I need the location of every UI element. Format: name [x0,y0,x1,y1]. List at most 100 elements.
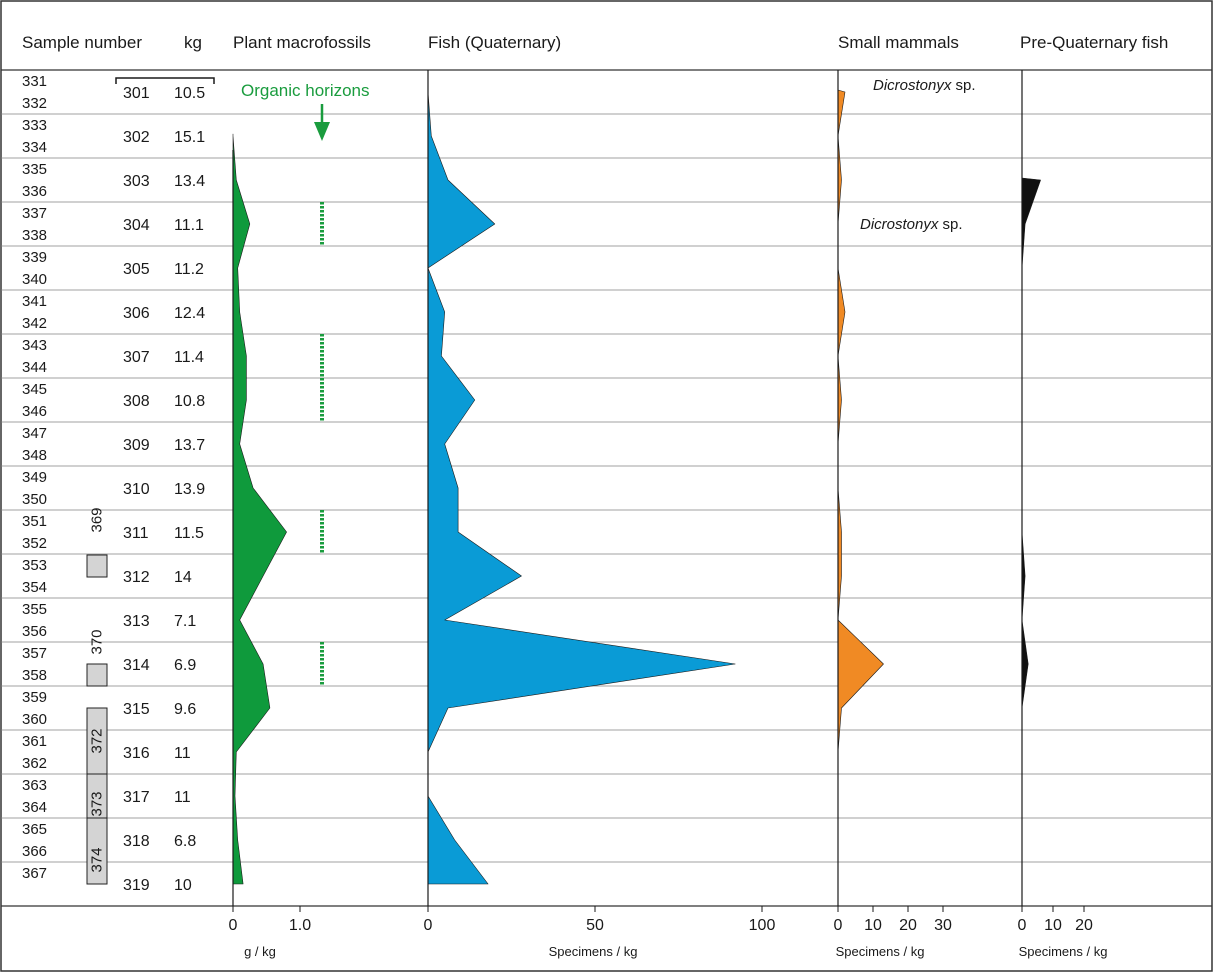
sample-id-label: 307 [123,349,150,366]
column-headers: Sample number kg Plant macrofossils Fish… [22,33,1168,52]
header-pre-quaternary-fish: Pre-Quaternary fish [1020,33,1168,52]
sample-number-label: 332 [22,95,47,112]
sample-id-label: 308 [123,393,150,410]
core-box [86,554,108,578]
sample-id-label: 303 [123,173,150,190]
sample-kg-label: 13.4 [174,173,205,190]
sample-kg-label: 15.1 [174,129,205,146]
axis-tick-label-mammals: 20 [899,917,917,934]
organic-horizons: Organic horizons [241,81,370,686]
axis-unit-fish: Specimens / kg [549,944,638,959]
sample-number-label: 348 [22,447,47,464]
row-gridlines [1,113,1212,863]
sample-kg-label: 10.5 [174,85,205,102]
curve-baselines [232,70,1023,906]
sample-id-label: 305 [123,261,150,278]
core-box [86,817,108,885]
sample-kg-label: 13.7 [174,437,205,454]
sample-id-label: 301 [123,85,150,102]
dicrostonyx-annotation: Dicrostonyx sp. [873,77,976,94]
sample-id-label: 314 [123,657,150,674]
sample-kg-label: 11 [174,789,191,806]
sample-kg-label: 14 [174,569,192,586]
axis-tick-label-mammals: 0 [834,917,843,934]
sample-number-label: 338 [22,227,47,244]
sample-number-label: 342 [22,315,47,332]
sample-number-label: 367 [22,865,47,882]
sample-number-label: 364 [22,799,47,816]
axis-tick-label-prefish: 20 [1075,917,1093,934]
sample-number-label: 347 [22,425,47,442]
sample-number-label: 357 [22,645,47,662]
sample-kg-label: 9.6 [174,701,196,718]
annotations: Dicrostonyx sp. Dicrostonyx sp. [860,77,976,233]
sample-number-label: 365 [22,821,47,838]
axis-tick-label-prefish: 0 [1018,917,1027,934]
sample-number-label: 331 [22,73,47,90]
arrow-down-icon [314,122,330,141]
sample-id-label: 310 [123,481,150,498]
axis-tick-label-fish: 0 [424,917,433,934]
sample-id-label: 316 [123,745,150,762]
sample-number-label: 349 [22,469,47,486]
series-fish-area [427,89,736,885]
axis-tick-label-fish: 50 [586,917,604,934]
sample-id-label: 309 [123,437,150,454]
sample-id-label: 306 [123,305,150,322]
first-sample-bracket [115,77,215,84]
sample-id-label: 312 [123,569,150,586]
sample-number-label: 343 [22,337,47,354]
sample-number-label: 358 [22,667,47,684]
sample-number-label: 339 [22,249,47,266]
sample-number-label: 361 [22,733,47,750]
sample-number-label: 346 [22,403,47,420]
core-boxes: 369 370 372 373 374 [86,507,108,885]
sample-number-label: 362 [22,755,47,772]
axis-tick-label-mammals: 30 [934,917,952,934]
sample-number-label: 337 [22,205,47,222]
axis-tick-label-plant: 0 [229,917,238,934]
organic-horizons-label: Organic horizons [241,81,370,100]
sample-kg-label: 6.8 [174,833,196,850]
sample-kg-label: 10 [174,877,192,894]
sample-number-label: 340 [22,271,47,288]
core-label: 372 [89,728,106,753]
core-label: 374 [89,847,106,872]
sample-number-label: 355 [22,601,47,618]
sample-number-label: 356 [22,623,47,640]
sample-number-label: 341 [22,293,47,310]
sample-number-label: 352 [22,535,47,552]
sample-number-label: 335 [22,161,47,178]
sample-kg-label: 11.4 [174,349,204,366]
sample-id-label: 318 [123,833,150,850]
series-prefish-area [1021,177,1041,711]
series-plant-area [232,133,287,885]
sample-kg-label: 11.1 [174,217,204,234]
core-label: 370 [89,629,106,654]
sample-number-label: 344 [22,359,47,376]
core-box [86,663,108,687]
sample-id-label: 319 [123,877,150,894]
sample-number-label: 363 [22,777,47,794]
sample-number-label: 333 [22,117,47,134]
sample-kg-label: 11 [174,745,191,762]
sample-number-label: 359 [22,689,47,706]
sample-id-label: 315 [123,701,150,718]
axis-tick-label-plant: 1.0 [289,917,311,934]
sample-number-label: 351 [22,513,47,530]
axis-tick-label-prefish: 10 [1044,917,1062,934]
sample-kg-column: 301 10.5 302 15.1 303 13.4 304 11.1 305 11.2 306 12… [123,85,205,894]
header-sample-number: Sample number [22,33,142,52]
sample-kg-label: 11.2 [174,261,204,278]
sample-id-label: 313 [123,613,150,630]
axis-unit-mammals: Specimens / kg [836,944,925,959]
sample-kg-label: 10.8 [174,393,205,410]
sample-kg-label: 13.9 [174,481,205,498]
axis-tick-label-mammals: 10 [864,917,882,934]
core-label: 369 [89,507,106,532]
curves [232,89,1041,885]
sample-number-label: 345 [22,381,47,398]
header-plant-macrofossils: Plant macrofossils [233,33,371,52]
